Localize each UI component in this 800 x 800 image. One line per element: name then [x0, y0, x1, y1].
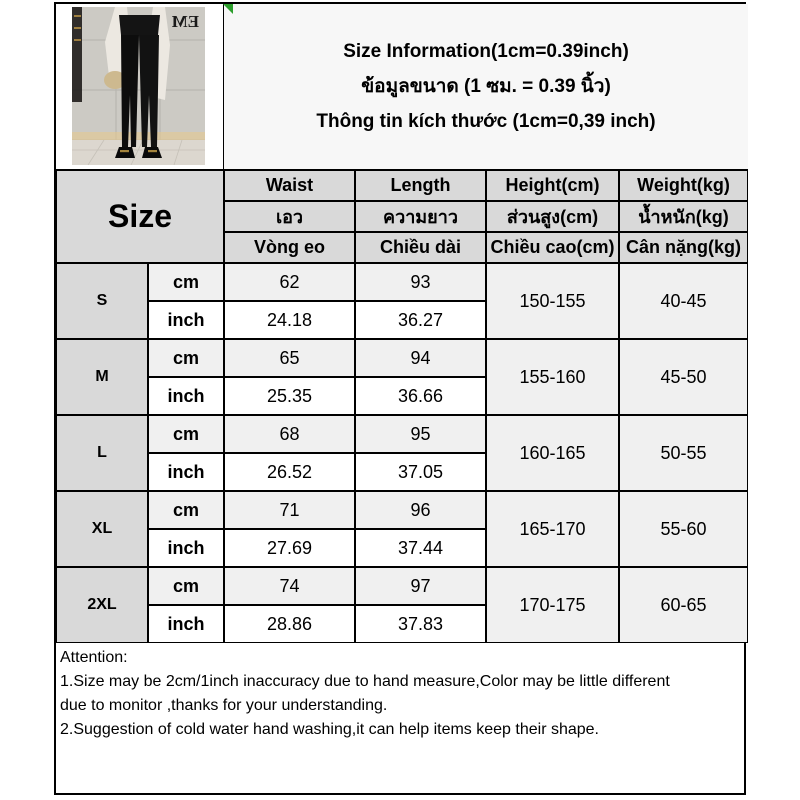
svg-text:EM: EM: [172, 12, 199, 31]
